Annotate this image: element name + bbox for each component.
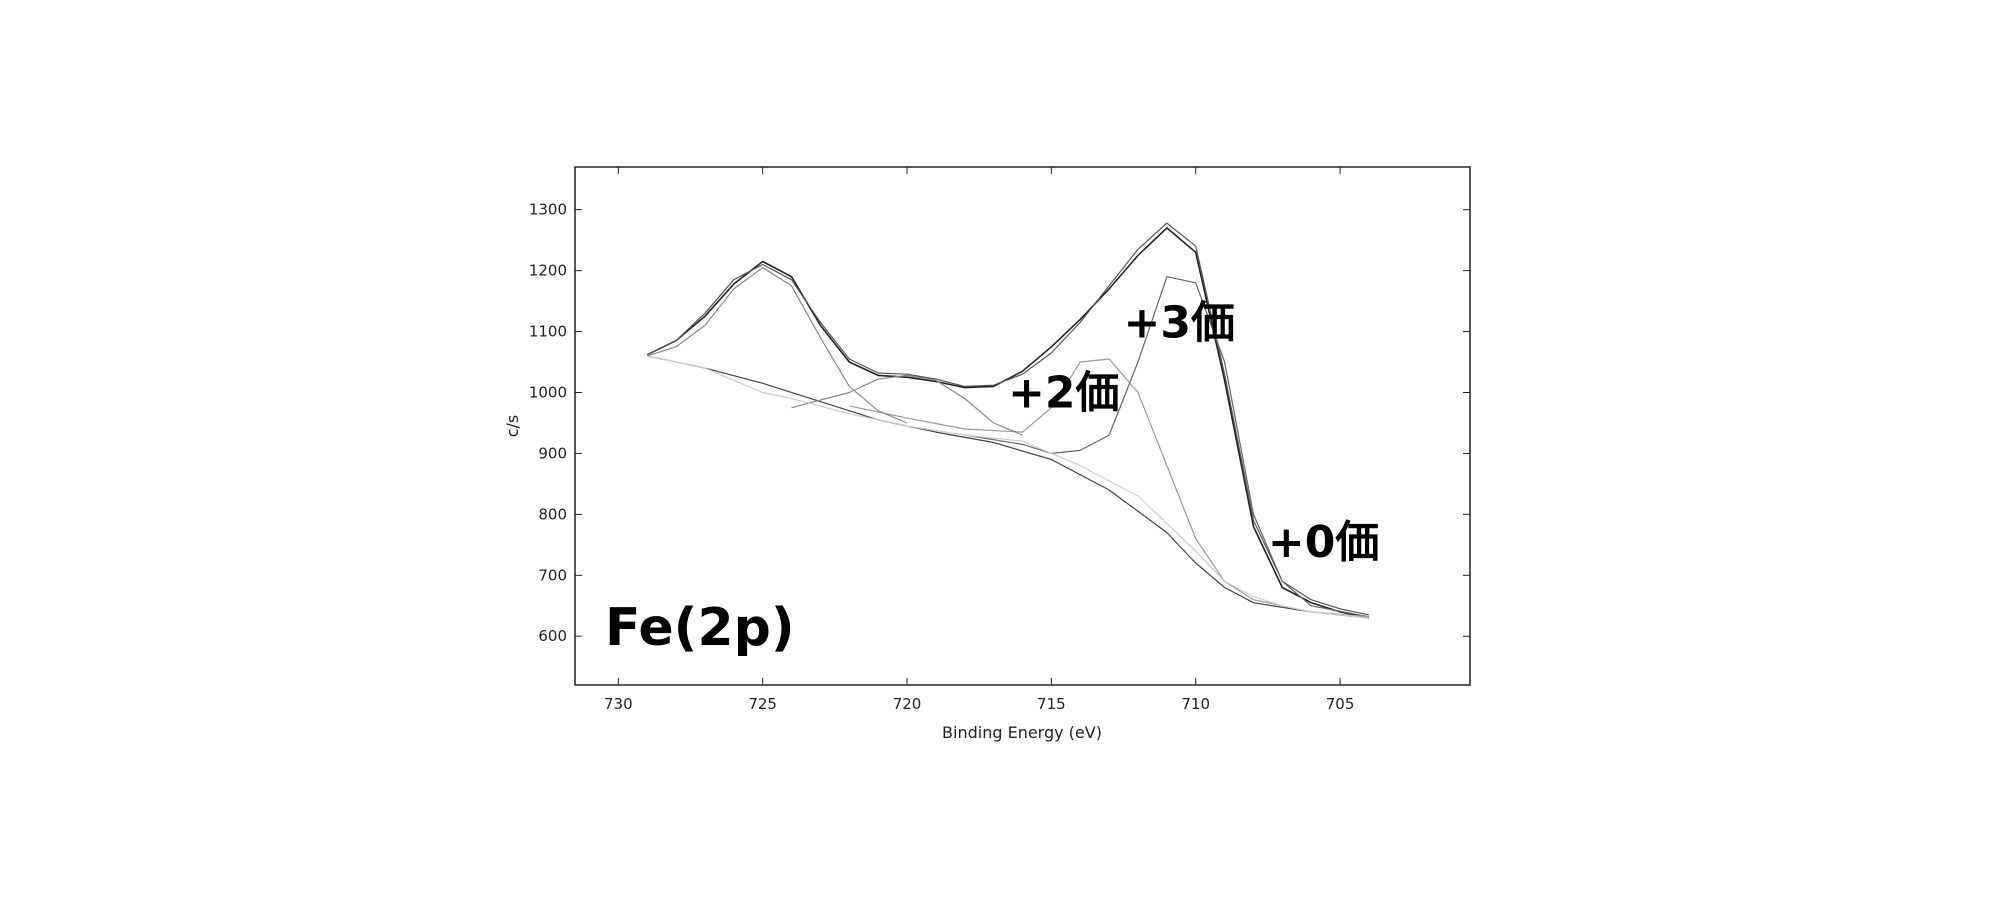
y-tick-label: 1200 <box>529 262 567 280</box>
inset-label-fe2p: Fe(2p) <box>605 598 795 658</box>
y-tick-label: 900 <box>538 444 567 462</box>
y-tick-label: 1100 <box>529 323 567 341</box>
y-tick-label: 1000 <box>529 383 567 401</box>
x-tick-label: 725 <box>748 695 777 713</box>
annotation-label-0: +3価 <box>1124 298 1235 349</box>
series-line-0 <box>647 228 1369 618</box>
series-line-1 <box>647 223 1369 615</box>
y-tick-label: 800 <box>538 505 567 523</box>
x-tick-label: 710 <box>1181 695 1210 713</box>
y-axis-label: c/s <box>503 415 522 438</box>
y-tick-label: 600 <box>538 627 567 645</box>
x-axis-label: Binding Energy (eV) <box>942 723 1102 742</box>
x-tick-label: 730 <box>604 695 633 713</box>
series-layer <box>647 223 1369 618</box>
annotation-label-2: +0価 <box>1268 517 1379 568</box>
x-tick-label: 715 <box>1037 695 1066 713</box>
series-line-5 <box>647 268 907 423</box>
annotation-layer: +3価+2価 +0価 <box>1008 298 1379 568</box>
y-tick-label: 1300 <box>529 201 567 219</box>
x-tick-label: 705 <box>1326 695 1355 713</box>
y-tick-label: 700 <box>538 566 567 584</box>
annotation-label-1: +2価 <box>1008 368 1119 419</box>
x-tick-label: 720 <box>893 695 922 713</box>
y-axis: 600 700 800 900 1000 1100 1200 1300 <box>529 201 1470 646</box>
